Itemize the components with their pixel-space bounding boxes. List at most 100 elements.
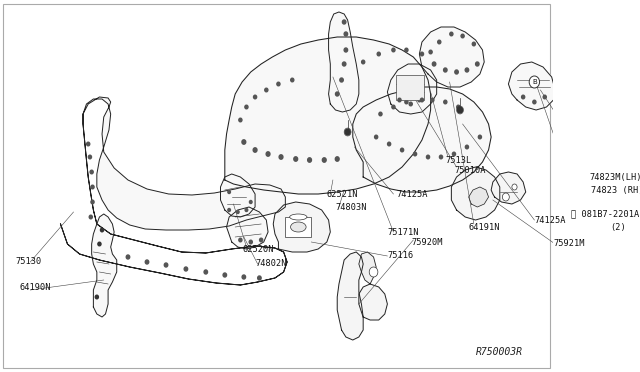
Text: 74125A: 74125A xyxy=(396,189,428,199)
Circle shape xyxy=(245,208,248,212)
Circle shape xyxy=(413,152,417,156)
Circle shape xyxy=(88,155,92,159)
Circle shape xyxy=(335,92,339,96)
Circle shape xyxy=(228,208,230,212)
Circle shape xyxy=(340,78,343,82)
Circle shape xyxy=(398,98,401,102)
Text: 75130: 75130 xyxy=(15,257,42,266)
Circle shape xyxy=(374,135,378,139)
Circle shape xyxy=(345,129,350,135)
Text: R750003R: R750003R xyxy=(476,347,523,357)
Circle shape xyxy=(379,112,382,116)
Circle shape xyxy=(444,100,447,104)
Circle shape xyxy=(377,52,380,56)
Ellipse shape xyxy=(291,222,306,232)
Text: 75171N: 75171N xyxy=(387,228,419,237)
Text: 75116: 75116 xyxy=(387,251,413,260)
Circle shape xyxy=(388,142,390,146)
Ellipse shape xyxy=(290,214,307,220)
Circle shape xyxy=(239,118,242,122)
Circle shape xyxy=(242,275,246,279)
Polygon shape xyxy=(61,97,287,285)
Circle shape xyxy=(86,142,90,146)
Circle shape xyxy=(362,60,365,64)
Circle shape xyxy=(223,273,227,277)
Circle shape xyxy=(335,157,339,161)
Polygon shape xyxy=(419,27,484,87)
Circle shape xyxy=(420,52,424,56)
Circle shape xyxy=(512,184,517,190)
Circle shape xyxy=(279,155,283,159)
Circle shape xyxy=(265,88,268,92)
Text: (2): (2) xyxy=(611,222,626,231)
Polygon shape xyxy=(92,214,116,317)
Circle shape xyxy=(450,32,453,36)
Polygon shape xyxy=(353,87,491,192)
Circle shape xyxy=(253,95,257,99)
Text: 75010A: 75010A xyxy=(454,166,486,174)
Bar xyxy=(285,217,311,237)
Circle shape xyxy=(164,263,168,267)
Circle shape xyxy=(405,48,408,52)
Circle shape xyxy=(323,158,326,162)
Text: 74125A: 74125A xyxy=(534,215,566,224)
Text: 62520N: 62520N xyxy=(242,246,274,254)
Polygon shape xyxy=(491,172,525,204)
Circle shape xyxy=(533,100,536,104)
Circle shape xyxy=(405,100,408,104)
Circle shape xyxy=(401,148,404,152)
Circle shape xyxy=(543,95,547,99)
Text: 64191N: 64191N xyxy=(468,222,500,231)
Polygon shape xyxy=(227,207,268,249)
Circle shape xyxy=(529,76,540,88)
Circle shape xyxy=(145,260,148,264)
Circle shape xyxy=(291,78,294,82)
Text: 74823M(LH): 74823M(LH) xyxy=(589,173,640,182)
Circle shape xyxy=(369,267,378,277)
Bar xyxy=(396,75,424,100)
Text: Ⓑ 081B7-2201A: Ⓑ 081B7-2201A xyxy=(571,209,639,218)
Circle shape xyxy=(266,152,270,156)
Polygon shape xyxy=(387,64,436,114)
Circle shape xyxy=(392,48,395,52)
Circle shape xyxy=(239,238,242,242)
Circle shape xyxy=(458,107,463,113)
Circle shape xyxy=(100,228,104,232)
Polygon shape xyxy=(337,252,363,340)
Circle shape xyxy=(90,170,93,174)
Circle shape xyxy=(342,62,346,66)
Circle shape xyxy=(308,158,312,162)
Polygon shape xyxy=(508,62,555,110)
Circle shape xyxy=(89,215,92,219)
Circle shape xyxy=(420,98,424,102)
Text: 75920M: 75920M xyxy=(412,237,443,247)
Circle shape xyxy=(237,211,239,214)
Circle shape xyxy=(465,145,468,149)
Circle shape xyxy=(228,190,230,193)
Circle shape xyxy=(344,32,348,36)
Circle shape xyxy=(431,98,434,102)
Circle shape xyxy=(465,68,468,72)
Circle shape xyxy=(472,42,476,46)
Circle shape xyxy=(522,95,525,99)
Circle shape xyxy=(98,242,101,246)
Circle shape xyxy=(245,105,248,109)
Circle shape xyxy=(184,267,188,271)
Polygon shape xyxy=(359,284,387,320)
Circle shape xyxy=(440,155,442,159)
Text: 74823 (RH): 74823 (RH) xyxy=(591,186,640,195)
Circle shape xyxy=(204,270,207,274)
Circle shape xyxy=(502,193,509,201)
Text: 62521N: 62521N xyxy=(327,189,358,199)
Text: 75921M: 75921M xyxy=(554,240,585,248)
Circle shape xyxy=(409,102,412,106)
Circle shape xyxy=(478,135,481,139)
Circle shape xyxy=(418,98,421,102)
Text: 74802N: 74802N xyxy=(255,260,287,269)
Circle shape xyxy=(438,40,441,44)
Circle shape xyxy=(429,50,432,54)
Circle shape xyxy=(344,48,348,52)
Circle shape xyxy=(91,200,94,204)
Circle shape xyxy=(342,20,346,24)
Circle shape xyxy=(476,62,479,66)
